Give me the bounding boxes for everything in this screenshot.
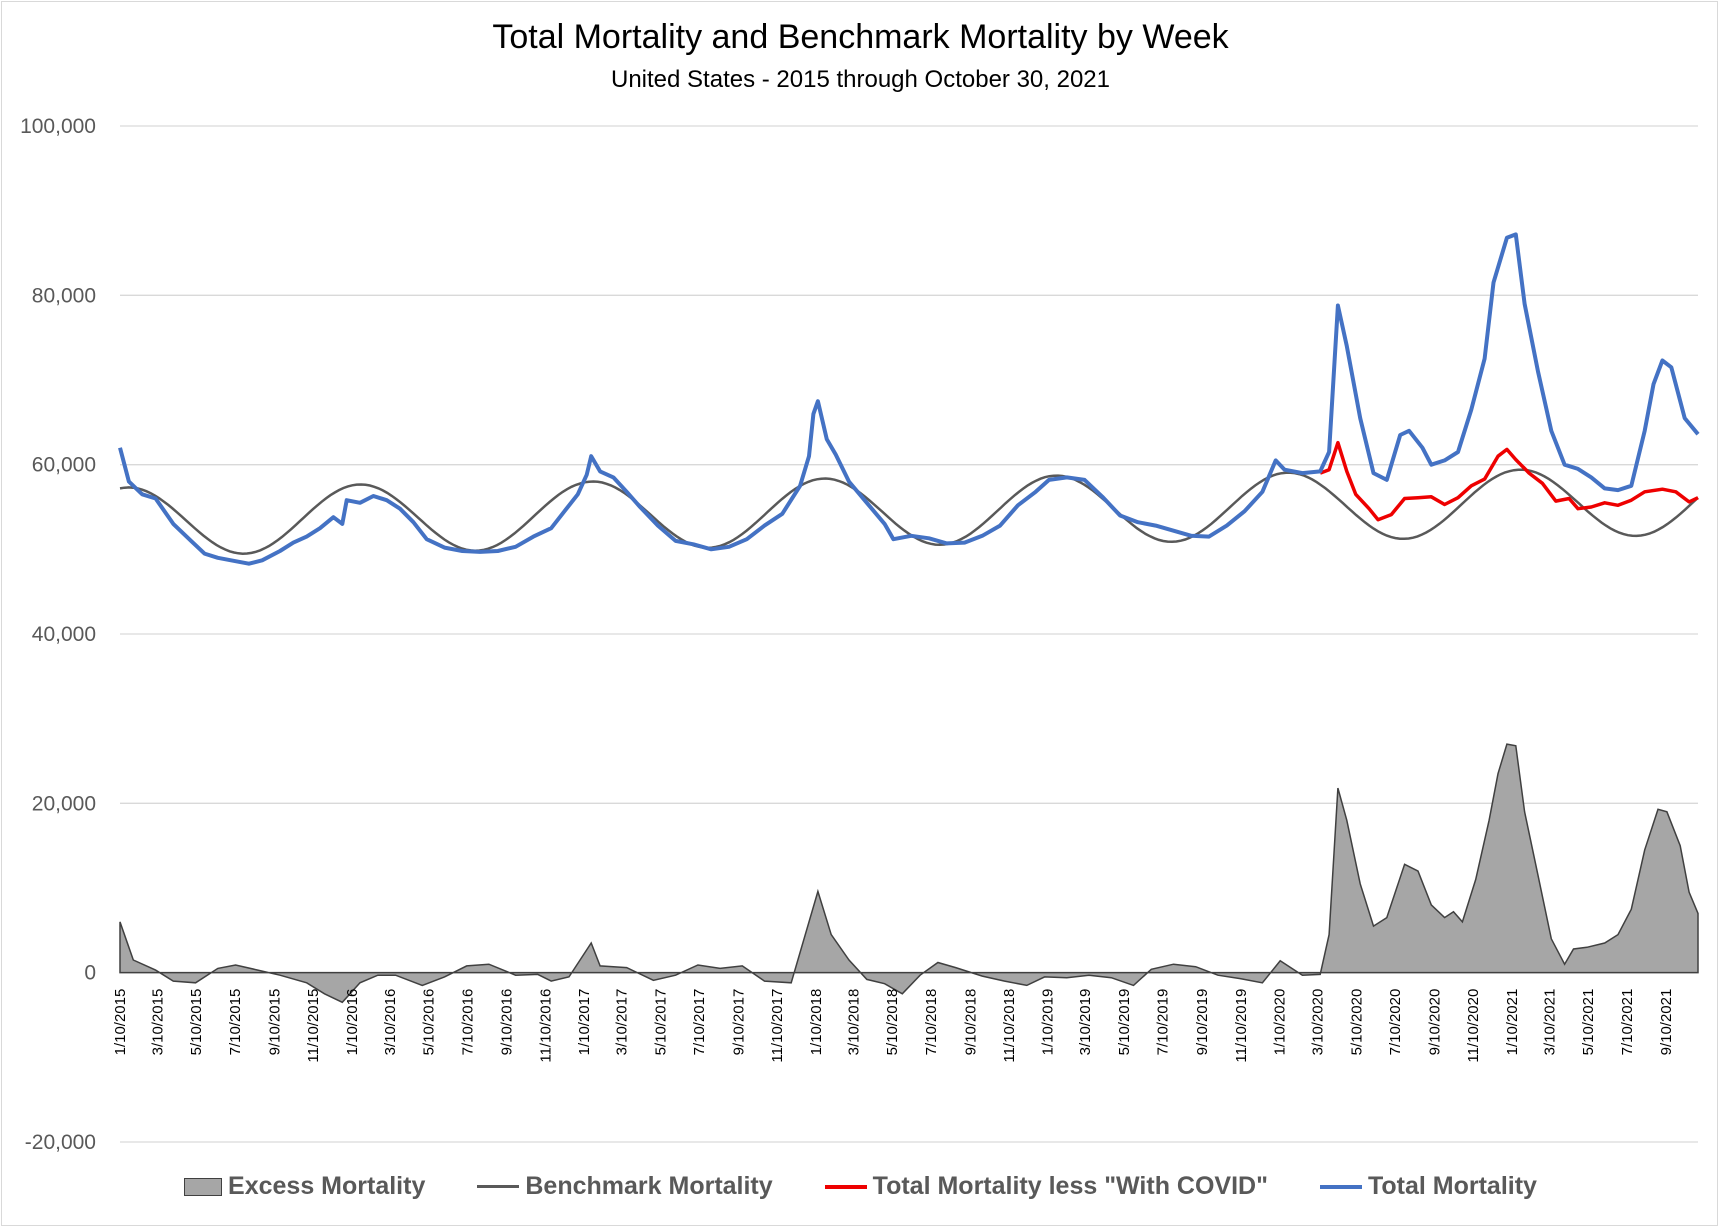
legend-label-benchmark: Benchmark Mortality bbox=[525, 1172, 773, 1200]
x-tick-label: 5/10/2016 bbox=[421, 989, 438, 1056]
total-mortality-series bbox=[118, 232, 1700, 566]
x-tick-label: 1/10/2021 bbox=[1504, 989, 1521, 1056]
x-tick-label: 3/10/2016 bbox=[382, 989, 399, 1056]
x-tick-label: 5/10/2020 bbox=[1348, 989, 1365, 1056]
x-tick-label: 5/10/2018 bbox=[884, 989, 901, 1056]
x-tick-label: 5/10/2021 bbox=[1580, 989, 1597, 1056]
x-tick-label: 9/10/2019 bbox=[1194, 989, 1211, 1056]
x-tick-label: 3/10/2020 bbox=[1310, 989, 1327, 1056]
y-tick-label: -20,000 bbox=[25, 1131, 96, 1154]
x-tick-label: 9/10/2020 bbox=[1426, 989, 1443, 1056]
y-axis-ticks: -20,000 0 20,000 40,000 60,000 80,000 100,000 bbox=[20, 115, 96, 1154]
y-tick-label: 80,000 bbox=[32, 284, 96, 307]
x-tick-label: 9/10/2021 bbox=[1658, 989, 1675, 1056]
benchmark-mortality-series bbox=[119, 468, 1699, 555]
x-tick-label: 3/10/2021 bbox=[1541, 989, 1558, 1056]
y-tick-label: 20,000 bbox=[32, 792, 96, 815]
legend-label-total: Total Mortality bbox=[1367, 1172, 1537, 1200]
x-tick-label: 7/10/2019 bbox=[1155, 989, 1172, 1056]
legend-item-less-covid: Total Mortality less "With COVID" bbox=[824, 1172, 1268, 1201]
x-tick-label: 7/10/2018 bbox=[923, 989, 940, 1056]
legend-swatch-benchmark bbox=[477, 1185, 520, 1188]
legend-item-total: Total Mortality bbox=[1319, 1172, 1537, 1201]
y-tick-label: 60,000 bbox=[32, 454, 96, 477]
x-tick-label: 3/10/2015 bbox=[149, 989, 166, 1056]
x-tick-label: 5/10/2017 bbox=[652, 989, 669, 1056]
x-tick-label: 1/10/2015 bbox=[112, 989, 129, 1056]
legend-swatch-total bbox=[1319, 1184, 1362, 1189]
x-tick-label: 7/10/2021 bbox=[1619, 989, 1636, 1056]
x-tick-label: 1/10/2019 bbox=[1040, 989, 1057, 1056]
legend-swatch-less-covid bbox=[824, 1184, 867, 1189]
excess-mortality-series bbox=[119, 743, 1699, 1004]
y-tick-label: 100,000 bbox=[20, 115, 96, 138]
excess-mortality-area bbox=[119, 743, 1699, 1004]
benchmark-mortality-line bbox=[119, 468, 1699, 555]
x-tick-label: 1/10/2016 bbox=[344, 989, 361, 1056]
x-tick-label: 11/10/2019 bbox=[1233, 989, 1250, 1063]
x-tick-label: 11/10/2020 bbox=[1465, 989, 1482, 1063]
x-tick-label: 9/10/2018 bbox=[962, 989, 979, 1056]
less-covid-series bbox=[1319, 440, 1699, 522]
x-tick-label: 11/10/2016 bbox=[537, 989, 554, 1063]
chart-title: Total Mortality and Benchmark Mortality … bbox=[492, 18, 1229, 56]
x-tick-label: 3/10/2018 bbox=[845, 989, 862, 1056]
x-tick-label: 5/10/2015 bbox=[188, 989, 205, 1056]
x-tick-label: 7/10/2016 bbox=[459, 989, 476, 1056]
x-tick-label: 9/10/2016 bbox=[499, 989, 516, 1056]
y-tick-label: 0 bbox=[84, 962, 96, 985]
x-tick-label: 11/10/2015 bbox=[305, 989, 322, 1063]
x-tick-label: 9/10/2015 bbox=[266, 989, 283, 1056]
legend-item-excess: Excess Mortality bbox=[184, 1172, 425, 1201]
legend-label-less-covid: Total Mortality less "With COVID" bbox=[872, 1172, 1268, 1200]
x-tick-label: 9/10/2017 bbox=[730, 989, 747, 1056]
x-tick-label: 7/10/2017 bbox=[691, 989, 708, 1056]
x-tick-label: 1/10/2017 bbox=[576, 989, 593, 1056]
x-tick-label: 11/10/2017 bbox=[769, 989, 786, 1063]
less-covid-line bbox=[1319, 440, 1699, 522]
x-tick-label: 11/10/2018 bbox=[1001, 989, 1018, 1063]
total-mortality-line bbox=[118, 232, 1700, 566]
x-tick-label: 3/10/2017 bbox=[614, 989, 631, 1056]
x-tick-label: 5/10/2019 bbox=[1116, 989, 1133, 1056]
legend-item-benchmark: Benchmark Mortality bbox=[477, 1172, 773, 1201]
legend-label-excess: Excess Mortality bbox=[228, 1172, 426, 1200]
legend: Excess Mortality Benchmark Mortality Tot… bbox=[0, 1172, 1721, 1201]
x-tick-label: 3/10/2019 bbox=[1077, 989, 1094, 1056]
x-tick-label: 7/10/2015 bbox=[227, 989, 244, 1056]
legend-swatch-excess bbox=[184, 1177, 223, 1196]
x-axis-ticks: 1/10/2015 3/10/2015 5/10/2015 7/10/2015 9/10… bbox=[112, 989, 1675, 1063]
chart-subtitle: United States - 2015 through October 30,… bbox=[611, 66, 1110, 93]
x-tick-label: 7/10/2020 bbox=[1387, 989, 1404, 1056]
x-tick-label: 1/10/2018 bbox=[808, 989, 825, 1056]
x-tick-label: 1/10/2020 bbox=[1272, 989, 1289, 1056]
y-tick-label: 40,000 bbox=[32, 623, 96, 646]
